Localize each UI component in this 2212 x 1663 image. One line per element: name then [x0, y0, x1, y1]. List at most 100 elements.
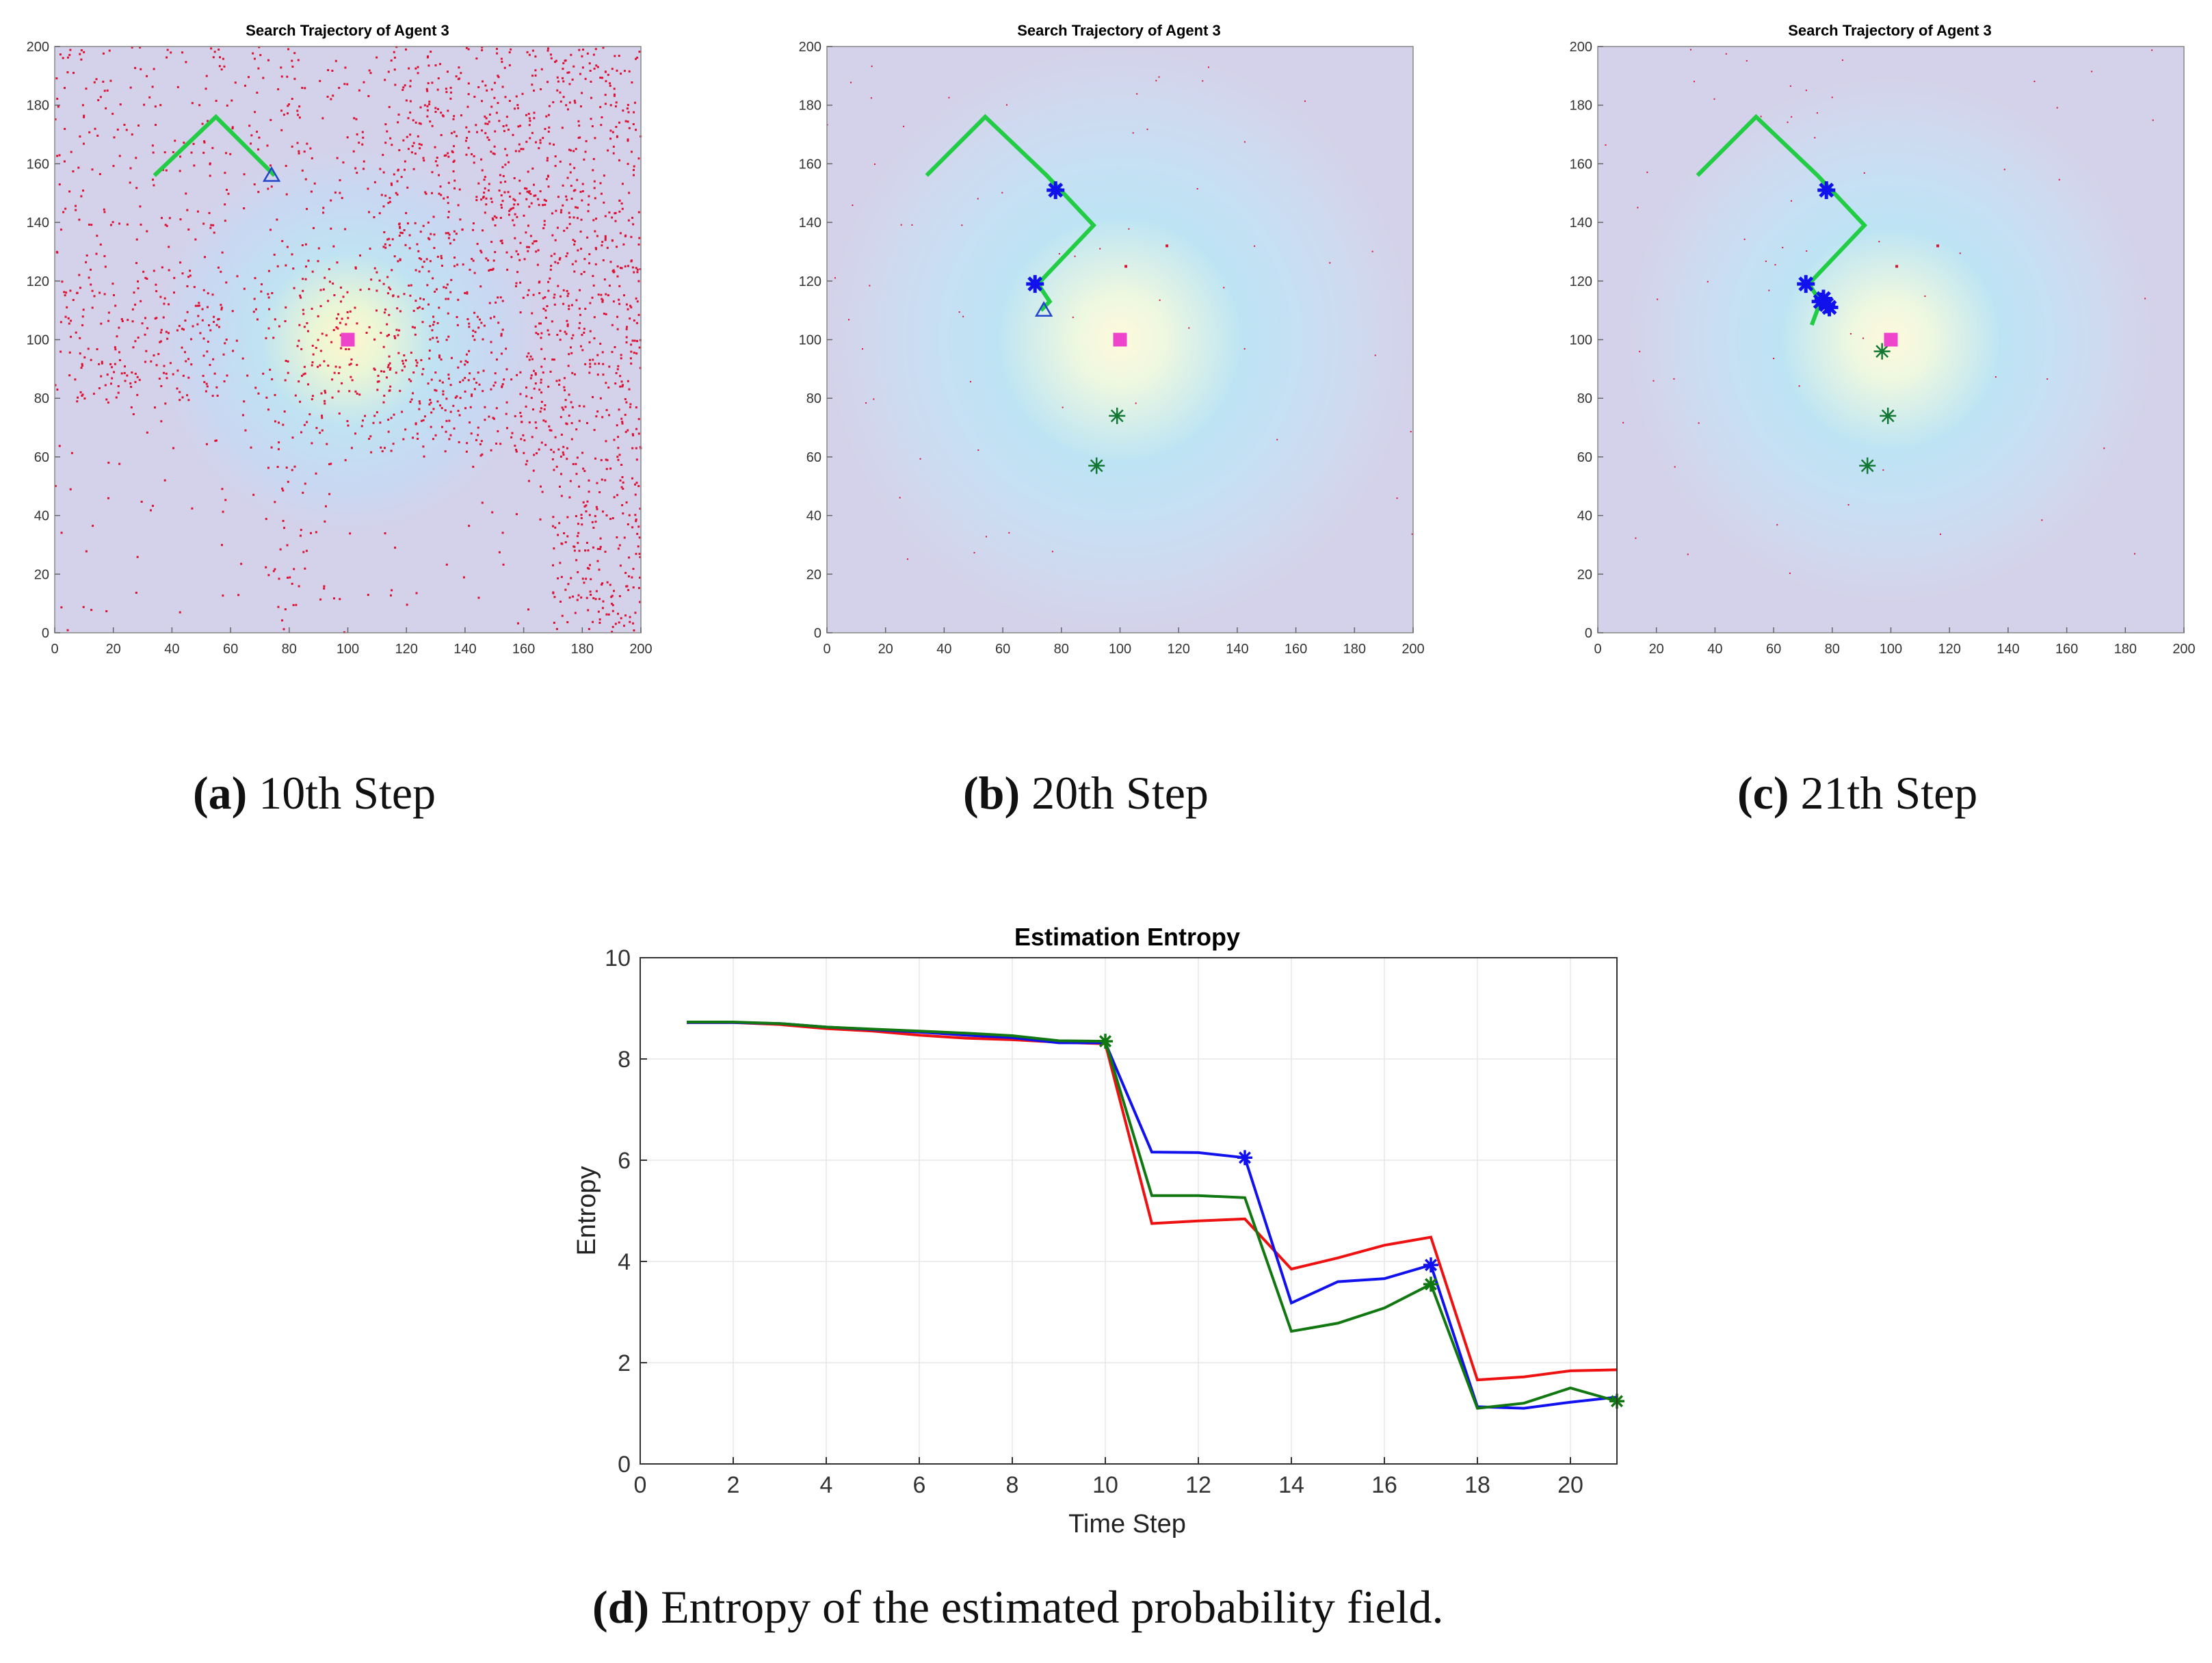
particle — [559, 562, 562, 564]
particle — [456, 135, 458, 138]
particle — [467, 82, 470, 85]
particle — [393, 335, 396, 337]
particle — [79, 53, 81, 55]
particle — [226, 374, 228, 377]
particle — [397, 121, 399, 124]
particle — [441, 381, 444, 384]
particle — [134, 340, 137, 343]
particle — [346, 83, 349, 86]
target-marker — [341, 332, 355, 347]
particle — [622, 384, 624, 387]
particle — [490, 88, 493, 91]
particle — [565, 104, 568, 107]
particle — [601, 416, 604, 419]
particle — [153, 270, 155, 272]
particle — [628, 514, 631, 516]
particle — [321, 332, 324, 335]
particle — [166, 377, 168, 380]
particle — [326, 95, 329, 98]
particle — [395, 192, 397, 194]
particle — [428, 349, 431, 352]
particle — [493, 81, 496, 84]
particle — [298, 150, 300, 153]
particle — [285, 359, 287, 362]
particle — [445, 430, 447, 433]
agent-position-triangle — [262, 166, 281, 182]
particle — [212, 358, 215, 361]
particle — [625, 328, 628, 330]
particle — [367, 594, 369, 597]
particle — [384, 532, 386, 535]
particle — [561, 614, 564, 617]
particle — [429, 260, 432, 263]
particle — [408, 67, 410, 70]
particle — [90, 609, 93, 612]
particle — [621, 385, 624, 388]
particle — [575, 428, 578, 431]
particle — [394, 547, 397, 549]
particle — [129, 86, 132, 89]
particle — [597, 610, 600, 613]
particle — [363, 81, 365, 83]
subplot-b: Search Trajectory of Agent 3 0 20 40 60 80 10… — [799, 22, 1425, 657]
particle — [419, 147, 421, 150]
x-tick-label: 8 — [1006, 1472, 1019, 1498]
particle — [202, 222, 205, 225]
particle — [557, 285, 559, 287]
particle — [1196, 187, 1198, 189]
particle — [344, 459, 347, 462]
particle — [201, 308, 204, 311]
particle — [274, 420, 276, 423]
particle — [527, 293, 529, 296]
particle — [278, 325, 280, 328]
particle — [1207, 66, 1209, 68]
particle — [60, 606, 63, 609]
particle — [568, 83, 571, 86]
particle — [306, 207, 308, 210]
particle — [114, 363, 116, 365]
particle — [567, 583, 570, 586]
particle — [522, 296, 525, 299]
particle — [134, 380, 137, 383]
particle — [590, 578, 592, 581]
particle — [637, 485, 640, 488]
particle — [80, 367, 83, 369]
particle — [596, 66, 599, 68]
particle — [93, 295, 96, 298]
particle — [627, 111, 630, 114]
x-tick-label: 140 — [453, 642, 476, 657]
particle — [166, 56, 168, 59]
particle — [224, 342, 226, 345]
particle — [563, 229, 566, 232]
particle — [601, 300, 604, 303]
particle — [566, 621, 569, 624]
particle — [155, 364, 158, 367]
particle — [449, 434, 452, 436]
particle — [551, 358, 554, 361]
particle — [159, 331, 162, 334]
particle — [494, 130, 497, 133]
particle — [1816, 112, 1818, 114]
particle — [593, 67, 596, 70]
particle — [566, 323, 569, 326]
particle — [62, 57, 64, 60]
particle — [165, 372, 168, 375]
particle — [396, 180, 399, 183]
particle — [557, 262, 559, 265]
particle — [584, 77, 587, 80]
particle — [439, 404, 442, 407]
particle — [605, 514, 608, 516]
particle — [614, 220, 617, 222]
particle — [973, 551, 975, 553]
particle — [319, 432, 321, 434]
particle — [631, 433, 634, 436]
particle — [347, 317, 350, 319]
particle — [581, 334, 583, 337]
y-tick-label: 80 — [34, 391, 49, 406]
particle — [459, 380, 462, 383]
particle — [495, 47, 498, 50]
particle — [257, 191, 260, 194]
particle — [601, 298, 603, 300]
particle — [586, 421, 589, 424]
particle — [485, 197, 488, 200]
